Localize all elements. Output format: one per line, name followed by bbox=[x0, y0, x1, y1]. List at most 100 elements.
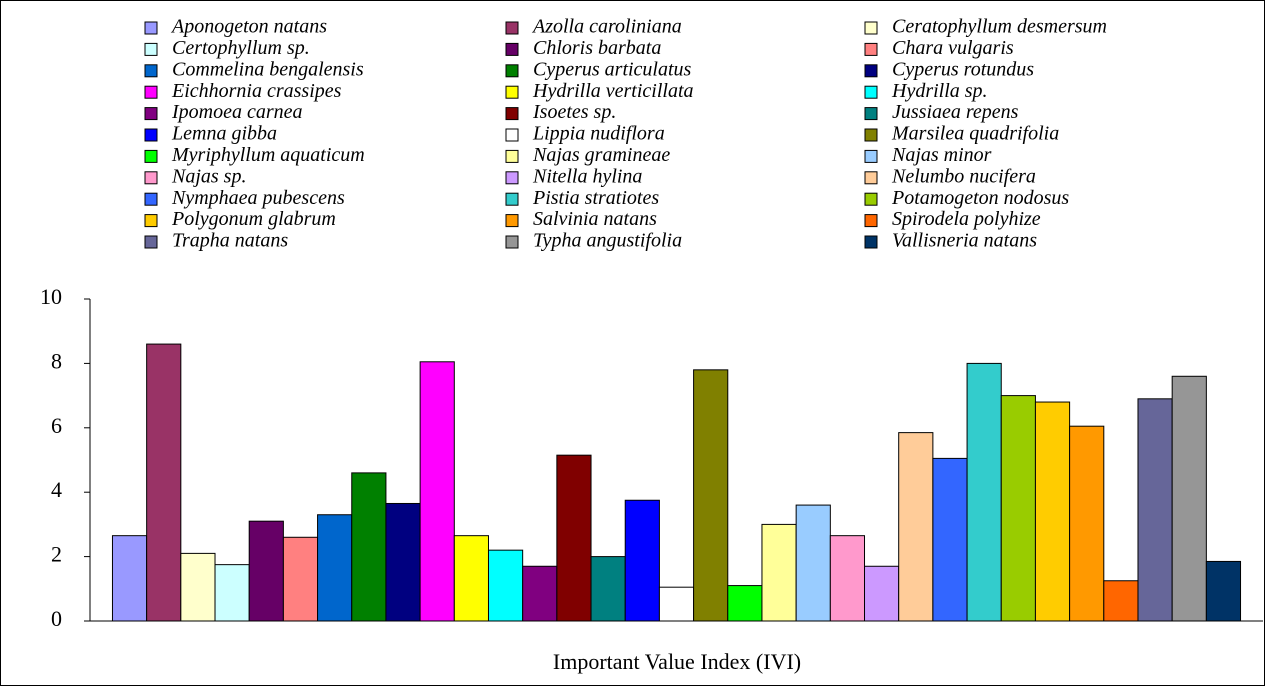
bar bbox=[1205, 560, 1242, 622]
y-tick-label: 0 bbox=[51, 606, 62, 631]
legend-swatch bbox=[864, 85, 878, 99]
legend-swatch bbox=[144, 42, 158, 56]
legend-swatch bbox=[864, 171, 878, 185]
bar bbox=[385, 502, 421, 622]
legend-swatch bbox=[144, 107, 158, 121]
legend-label: Certophyllum sp. bbox=[172, 37, 310, 59]
legend-label: Najas minor bbox=[891, 144, 992, 166]
bar bbox=[282, 536, 319, 622]
legend-label: Salvinia natans bbox=[533, 208, 657, 230]
bar bbox=[727, 585, 763, 622]
legend-label: Polygonum glabrum bbox=[171, 208, 336, 230]
y-tick-label: 8 bbox=[51, 348, 62, 373]
legend-label: Marsilea quadrifolia bbox=[891, 123, 1059, 145]
y-tick-label: 6 bbox=[51, 413, 62, 438]
bar bbox=[522, 565, 558, 622]
legend-label: Chara vulgaris bbox=[892, 37, 1014, 59]
legend-swatch bbox=[144, 21, 158, 35]
legend-label: Spirodela polyhize bbox=[892, 208, 1041, 230]
bar bbox=[658, 586, 695, 622]
legend-label: Hydrilla sp. bbox=[891, 80, 988, 102]
legend-label: Potamogeton nodosus bbox=[891, 187, 1069, 209]
legend-swatch bbox=[144, 85, 158, 99]
y-tick-label: 10 bbox=[40, 284, 62, 309]
legend-label: Chloris barbata bbox=[533, 37, 661, 59]
bar bbox=[1069, 425, 1105, 622]
bar bbox=[761, 523, 797, 622]
bar bbox=[180, 552, 216, 622]
legend-swatch bbox=[864, 149, 878, 163]
legend-swatch bbox=[505, 214, 519, 228]
legend-swatch bbox=[864, 42, 878, 56]
bar bbox=[419, 361, 455, 622]
legend-label: Ceratophyllum desmersum bbox=[892, 16, 1107, 38]
legend-swatch bbox=[505, 85, 519, 99]
legend-label: Nitella hylina bbox=[532, 165, 642, 187]
legend-label: Lemna gibba bbox=[171, 123, 277, 145]
y-tick-label: 2 bbox=[51, 542, 62, 567]
legend-label: Ipomoea carnea bbox=[171, 101, 303, 123]
legend-swatch bbox=[144, 171, 158, 185]
legend-label: Myriphyllum aquaticum bbox=[171, 144, 365, 166]
bar bbox=[487, 549, 524, 622]
legend-label: Pistia stratiotes bbox=[532, 187, 659, 209]
bar bbox=[317, 514, 353, 622]
legend-label: Jussiaea repens bbox=[892, 101, 1019, 123]
legend-swatch bbox=[144, 192, 158, 206]
legend-swatch bbox=[864, 107, 878, 121]
legend-label: Nelumbo nucifera bbox=[891, 165, 1036, 187]
bar bbox=[829, 535, 866, 622]
legend-swatch bbox=[144, 214, 158, 228]
bar bbox=[1034, 401, 1071, 622]
legend-label: Trapha natans bbox=[172, 230, 288, 252]
y-tick-label: 4 bbox=[51, 477, 62, 502]
bar bbox=[624, 499, 660, 622]
legend-label: Cyperus articulatus bbox=[533, 58, 692, 80]
legend-label: Azolla caroliniana bbox=[531, 16, 682, 38]
x-axis-label: Important Value Index (IVI) bbox=[553, 649, 801, 674]
legend-label: Aponogeton natans bbox=[170, 16, 327, 38]
legend-swatch bbox=[864, 214, 878, 228]
legend-label: Najas sp. bbox=[171, 165, 246, 187]
legend-swatch bbox=[144, 64, 158, 78]
legend-swatch bbox=[505, 192, 519, 206]
legend-swatch bbox=[505, 107, 519, 121]
bar bbox=[590, 556, 626, 622]
bar bbox=[214, 564, 250, 622]
legend-label: Typha angustifolia bbox=[533, 230, 682, 252]
legend-label: Hydrilla verticillata bbox=[532, 80, 694, 102]
bar bbox=[111, 535, 148, 622]
legend-label: Najas gramineae bbox=[532, 144, 670, 166]
bar bbox=[693, 369, 729, 622]
legend-swatch bbox=[505, 128, 519, 142]
legend-swatch bbox=[505, 235, 519, 249]
bar bbox=[1137, 398, 1173, 622]
bar bbox=[864, 565, 900, 622]
bar bbox=[146, 343, 182, 622]
legend-swatch bbox=[505, 21, 519, 35]
bar bbox=[966, 362, 1002, 622]
legend-swatch bbox=[505, 42, 519, 56]
legend-swatch bbox=[505, 149, 519, 163]
legend-label: Commelina bengalensis bbox=[172, 58, 364, 80]
legend-label: Lippia nudiflora bbox=[532, 123, 665, 145]
legend-swatch bbox=[864, 192, 878, 206]
bar bbox=[453, 535, 489, 622]
legend-label: Nymphaea pubescens bbox=[171, 187, 345, 209]
legend-label: Isoetes sp. bbox=[532, 101, 616, 123]
legend-label: Vallisneria natans bbox=[892, 230, 1037, 252]
bar bbox=[248, 520, 284, 622]
legend-swatch bbox=[505, 64, 519, 78]
bar bbox=[795, 504, 831, 622]
legend-swatch bbox=[144, 128, 158, 142]
bar bbox=[1171, 375, 1207, 622]
legend-swatch bbox=[864, 235, 878, 249]
bar bbox=[898, 432, 934, 622]
legend-label: Cyperus rotundus bbox=[892, 58, 1034, 80]
bar bbox=[932, 457, 968, 622]
legend-swatch bbox=[864, 64, 878, 78]
bar bbox=[1000, 395, 1036, 622]
legend-swatch bbox=[864, 21, 878, 35]
legend-swatch bbox=[144, 149, 158, 163]
